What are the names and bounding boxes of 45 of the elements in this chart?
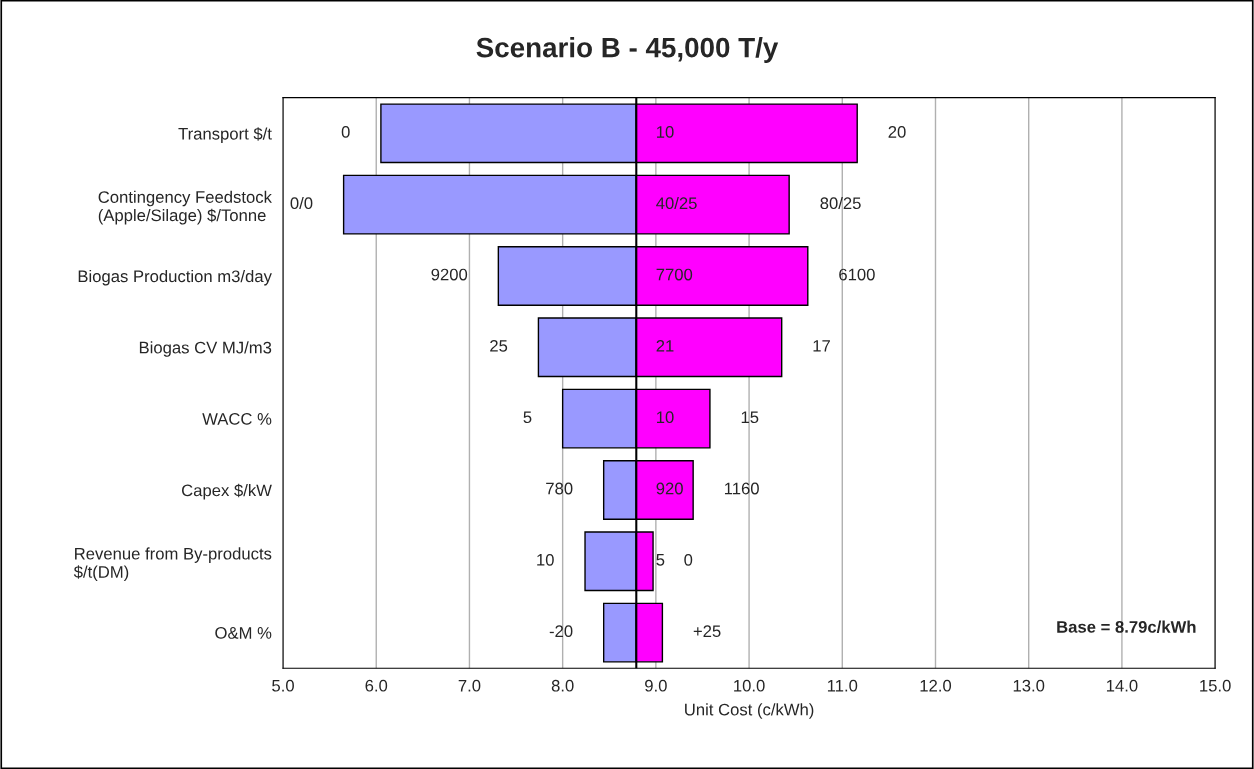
annotation: 15 — [741, 411, 759, 424]
y-tick-label: WACC % — [202, 413, 272, 425]
annotation: 5 — [523, 411, 532, 424]
y-tick-label: Transport $/t — [178, 127, 272, 143]
annotation: +25 — [693, 625, 721, 638]
x-tick-label: 5.0 — [272, 679, 294, 692]
annotation: -20 — [549, 625, 573, 638]
x-axis-title: Unit Cost (c/kWh) — [685, 703, 814, 719]
x-tick-label: 13.0 — [1013, 679, 1045, 692]
x-tick-label: 7.0 — [458, 679, 481, 692]
annotation: Base = 8.79c/kWh — [1057, 620, 1196, 633]
x-tick-label: 14.0 — [1106, 679, 1138, 692]
annotation: 920 — [656, 482, 683, 495]
x-tick-label: 6.0 — [365, 679, 388, 692]
annotation: 20 — [888, 126, 906, 138]
annotation: 10 — [657, 411, 674, 424]
annotation: 0/0 — [290, 196, 313, 210]
annotation: 6100 — [839, 268, 875, 281]
annotation: 0 — [684, 553, 693, 566]
annotation: 10 — [537, 553, 554, 566]
y-tick-label: Biogas CV MJ/m3 — [139, 341, 272, 357]
annotation: 780 — [546, 482, 573, 495]
annotation: 21 — [656, 339, 674, 352]
y-tick-label: Contingency Feedstock (Apple/Silage) $/Tonne — [98, 190, 272, 225]
x-tick-label: 12.0 — [920, 679, 952, 692]
annotation: 17 — [813, 340, 830, 352]
annotation: 1160 — [724, 482, 759, 495]
y-tick-label: O&M % — [215, 627, 272, 639]
x-tick-label: 11.0 — [827, 679, 858, 692]
annotation: 80/25 — [820, 196, 861, 210]
annotation: 0 — [341, 126, 350, 138]
y-tick-label: Biogas Production m3/day — [78, 269, 272, 286]
x-tick-label: 8.0 — [551, 679, 574, 692]
annotation: 9200 — [431, 268, 468, 281]
annotation: 40/25 — [656, 196, 697, 210]
x-tick-label: 10.0 — [734, 679, 765, 692]
y-tick-label: Capex $/kW — [181, 483, 272, 500]
annotation: 10 — [657, 126, 674, 138]
annotation: 7700 — [656, 268, 693, 281]
annotation: 5 — [656, 554, 665, 566]
y-tick-label: Revenue from By-products $/t(DM) — [73, 547, 272, 582]
annotation: 25 — [490, 339, 508, 352]
x-tick-label: 9.0 — [645, 679, 667, 692]
chart-title: Scenario B - 45,000 T/y — [476, 37, 779, 63]
x-tick-label: 15.0 — [1200, 679, 1231, 692]
